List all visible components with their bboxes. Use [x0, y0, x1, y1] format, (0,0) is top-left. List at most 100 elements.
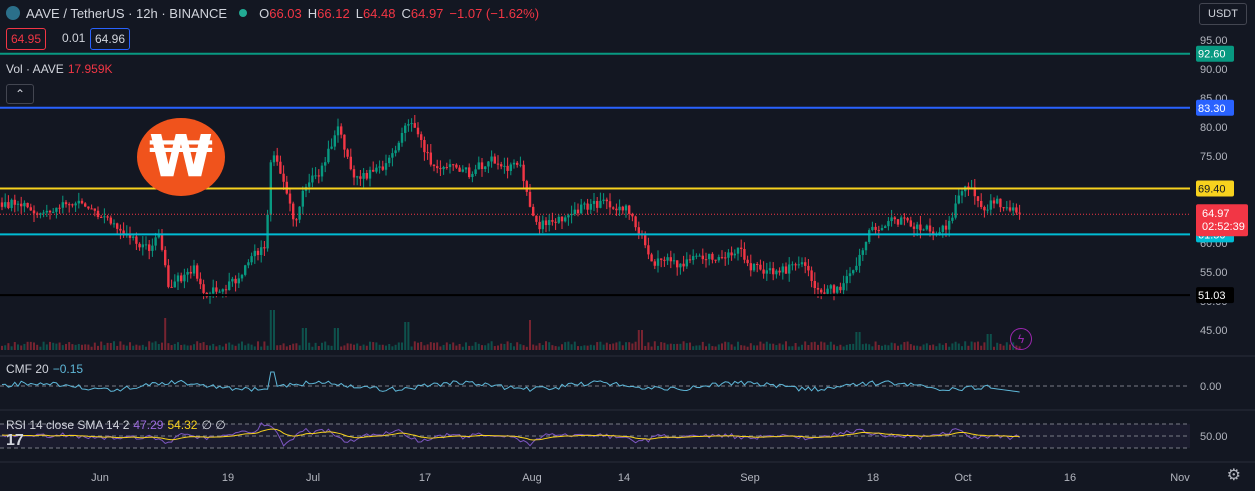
- volume-bar: [557, 346, 560, 350]
- candle-body: [311, 175, 314, 183]
- volume-bar: [788, 346, 791, 350]
- volume-bar: [362, 344, 365, 350]
- volume-bar: [458, 343, 461, 350]
- candle-body: [941, 225, 944, 232]
- candle-body: [701, 255, 704, 260]
- candle-body: [1015, 207, 1018, 213]
- volume-bar: [241, 341, 243, 350]
- candle-body: [816, 288, 820, 290]
- volume-bar: [708, 343, 711, 350]
- volume-bar: [493, 346, 496, 350]
- candle-body: [768, 268, 772, 271]
- volume-bar: [439, 346, 442, 350]
- candle-body: [250, 256, 253, 263]
- volume-bar: [170, 345, 173, 350]
- volume-bar: [356, 343, 359, 350]
- volume-bar: [74, 344, 77, 350]
- candle-body: [388, 157, 391, 164]
- time-tick-label: Oct: [954, 472, 971, 484]
- gear-icon[interactable]: ⚙: [1226, 467, 1241, 484]
- volume-bar: [49, 341, 51, 350]
- volume-bar: [196, 341, 199, 350]
- volume-bar: [234, 345, 237, 350]
- volume-bar: [541, 344, 544, 350]
- volume-bar: [26, 341, 29, 350]
- volume-bar: [308, 342, 311, 350]
- candle-body: [7, 202, 10, 209]
- candle-body: [576, 209, 580, 214]
- candle-body: [493, 156, 496, 164]
- volume-bar: [970, 341, 973, 350]
- volume-bar: [925, 343, 928, 350]
- volume-bar: [436, 342, 439, 350]
- ohlc-low: L64.48: [355, 5, 396, 21]
- volume-bar: [145, 346, 147, 350]
- level-price-tag: [1196, 99, 1234, 116]
- candle-body: [420, 134, 423, 141]
- candle-body: [532, 206, 535, 216]
- level-price-label: 69.40: [1198, 183, 1226, 195]
- volume-bar: [673, 344, 675, 350]
- volume-bar: [292, 343, 295, 350]
- candle-body: [877, 229, 880, 231]
- candle-body: [119, 228, 122, 231]
- volume-bar: [849, 344, 851, 350]
- volume-bar: [337, 328, 339, 350]
- price-tick-label: 75.00: [1200, 151, 1228, 163]
- currency-button[interactable]: USDT: [1199, 3, 1247, 25]
- collapse-legend-button[interactable]: ⌃: [6, 84, 34, 104]
- volume-bar: [17, 344, 19, 350]
- candle-body: [231, 278, 234, 282]
- candle-body: [218, 291, 221, 293]
- volume-bar: [225, 343, 227, 350]
- volume-bar: [647, 342, 650, 350]
- volume-bar: [231, 344, 234, 350]
- volume-bar: [193, 344, 195, 350]
- candle-body: [672, 260, 676, 262]
- candle-body: [727, 252, 730, 258]
- cmf-line: [1, 371, 1020, 393]
- volume-bar: [298, 345, 301, 350]
- volume-bar: [365, 345, 368, 350]
- candle-body: [160, 233, 164, 250]
- candle-body: [295, 219, 298, 221]
- candle-body: [656, 258, 660, 266]
- volume-bar: [570, 344, 573, 350]
- level-price-tag: [1196, 287, 1234, 304]
- candle-body: [986, 209, 989, 211]
- volume-bar: [721, 343, 723, 350]
- candle-body: [589, 203, 592, 210]
- volume-bar: [580, 346, 583, 350]
- candle-body: [183, 274, 186, 282]
- candle-body: [180, 275, 183, 282]
- sell-price-button[interactable]: 64.95: [6, 28, 47, 50]
- candle-body: [266, 214, 269, 249]
- candle-body: [240, 274, 244, 279]
- volume-bar: [260, 346, 263, 350]
- candle-body: [1008, 207, 1012, 211]
- candle-body: [320, 165, 324, 177]
- candle-body: [71, 204, 74, 206]
- candle-body: [391, 153, 394, 158]
- candle-body: [4, 202, 7, 207]
- candle-body: [765, 270, 768, 274]
- volume-bar: [401, 342, 403, 350]
- candle-body: [746, 259, 749, 264]
- candle-body: [560, 216, 564, 222]
- candle-body: [144, 244, 148, 246]
- volume-bar: [589, 344, 592, 350]
- buy-price-button[interactable]: 64.96: [90, 28, 131, 50]
- volume-bar: [785, 341, 787, 350]
- volume-bar: [650, 346, 653, 350]
- candle-body: [628, 205, 631, 214]
- volume-bar: [909, 344, 912, 350]
- candle-body: [551, 220, 554, 222]
- candle-body: [148, 244, 151, 251]
- candle-body: [292, 203, 295, 220]
- lightning-icon[interactable]: ϟ: [1010, 328, 1032, 350]
- symbol-title[interactable]: AAVE / TetherUS · 12h · BINANCE: [26, 5, 228, 21]
- volume-bar: [532, 344, 535, 350]
- volume-bar: [868, 344, 871, 350]
- volume-bar: [465, 342, 467, 350]
